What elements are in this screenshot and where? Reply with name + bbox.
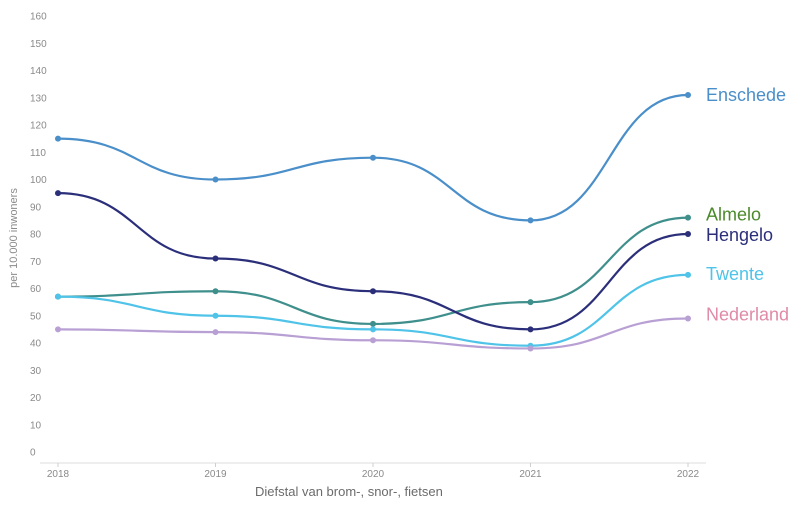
y-axis-title: per 10.000 inwoners [8, 188, 20, 288]
data-point-twente [55, 293, 61, 300]
series-label-enschede: Enschede [706, 85, 786, 105]
data-point-enschede [685, 92, 691, 99]
y-tick-label: 40 [30, 339, 42, 350]
y-tick-label: 130 [30, 93, 47, 104]
data-point-twente [370, 326, 376, 333]
series-lines [55, 92, 691, 352]
data-point-nederland [370, 337, 376, 344]
data-point-enschede [370, 154, 376, 161]
y-tick-label: 60 [30, 284, 42, 295]
y-tick-label: 160 [30, 12, 47, 23]
data-point-nederland [685, 315, 691, 322]
x-tick-label: 2022 [677, 469, 700, 480]
y-tick-label: 70 [30, 257, 42, 268]
data-point-twente [685, 271, 691, 278]
y-tick-label: 150 [30, 39, 47, 50]
x-tick-label: 2020 [362, 469, 385, 480]
x-tick-label: 2018 [47, 469, 70, 480]
data-point-nederland [527, 345, 534, 352]
y-tick-label: 10 [30, 420, 42, 431]
data-point-enschede [55, 135, 61, 142]
data-point-almelo [212, 288, 219, 295]
axes: 0 10 20 30 40 50 60 70 80 90 100 110 120 130 140 150 160… [30, 12, 706, 480]
data-point-enschede [527, 217, 534, 224]
data-point-nederland [55, 326, 61, 333]
series-label-nederland: Nederland [706, 304, 789, 324]
data-point-nederland [212, 329, 219, 336]
y-tick-label: 140 [30, 66, 47, 77]
y-tick-label: 110 [30, 148, 46, 159]
series-label-hengelo: Hengelo [706, 225, 773, 245]
y-tick-label: 120 [30, 121, 47, 132]
data-point-almelo [370, 320, 376, 327]
series-label-almelo: Almelo [706, 205, 761, 225]
y-tick-label: 50 [30, 311, 42, 322]
series-label-twente: Twente [706, 264, 764, 284]
data-point-twente [212, 312, 219, 319]
y-tick-label: 20 [30, 393, 42, 404]
y-tick-label: 100 [30, 175, 47, 186]
series-line-almelo [56, 216, 690, 326]
data-point-hengelo [370, 288, 376, 295]
x-tick-label: 2021 [519, 469, 542, 480]
x-axis-title: Diefstal van brom-, snor-, fietsen [255, 484, 443, 499]
y-tick-label: 0 [30, 448, 36, 459]
data-point-almelo [685, 214, 691, 221]
y-tick-label: 30 [30, 366, 42, 377]
y-tick-label: 90 [30, 202, 42, 213]
data-point-hengelo [527, 326, 534, 333]
data-point-hengelo [685, 231, 691, 237]
series-line-twente [56, 273, 690, 347]
x-tick-label: 2019 [204, 469, 227, 480]
data-point-hengelo [212, 255, 219, 262]
data-point-enschede [212, 176, 219, 183]
data-point-almelo [527, 299, 534, 306]
y-tick-label: 80 [30, 230, 42, 241]
data-point-hengelo [55, 190, 61, 197]
series-line-enschede [56, 93, 690, 222]
